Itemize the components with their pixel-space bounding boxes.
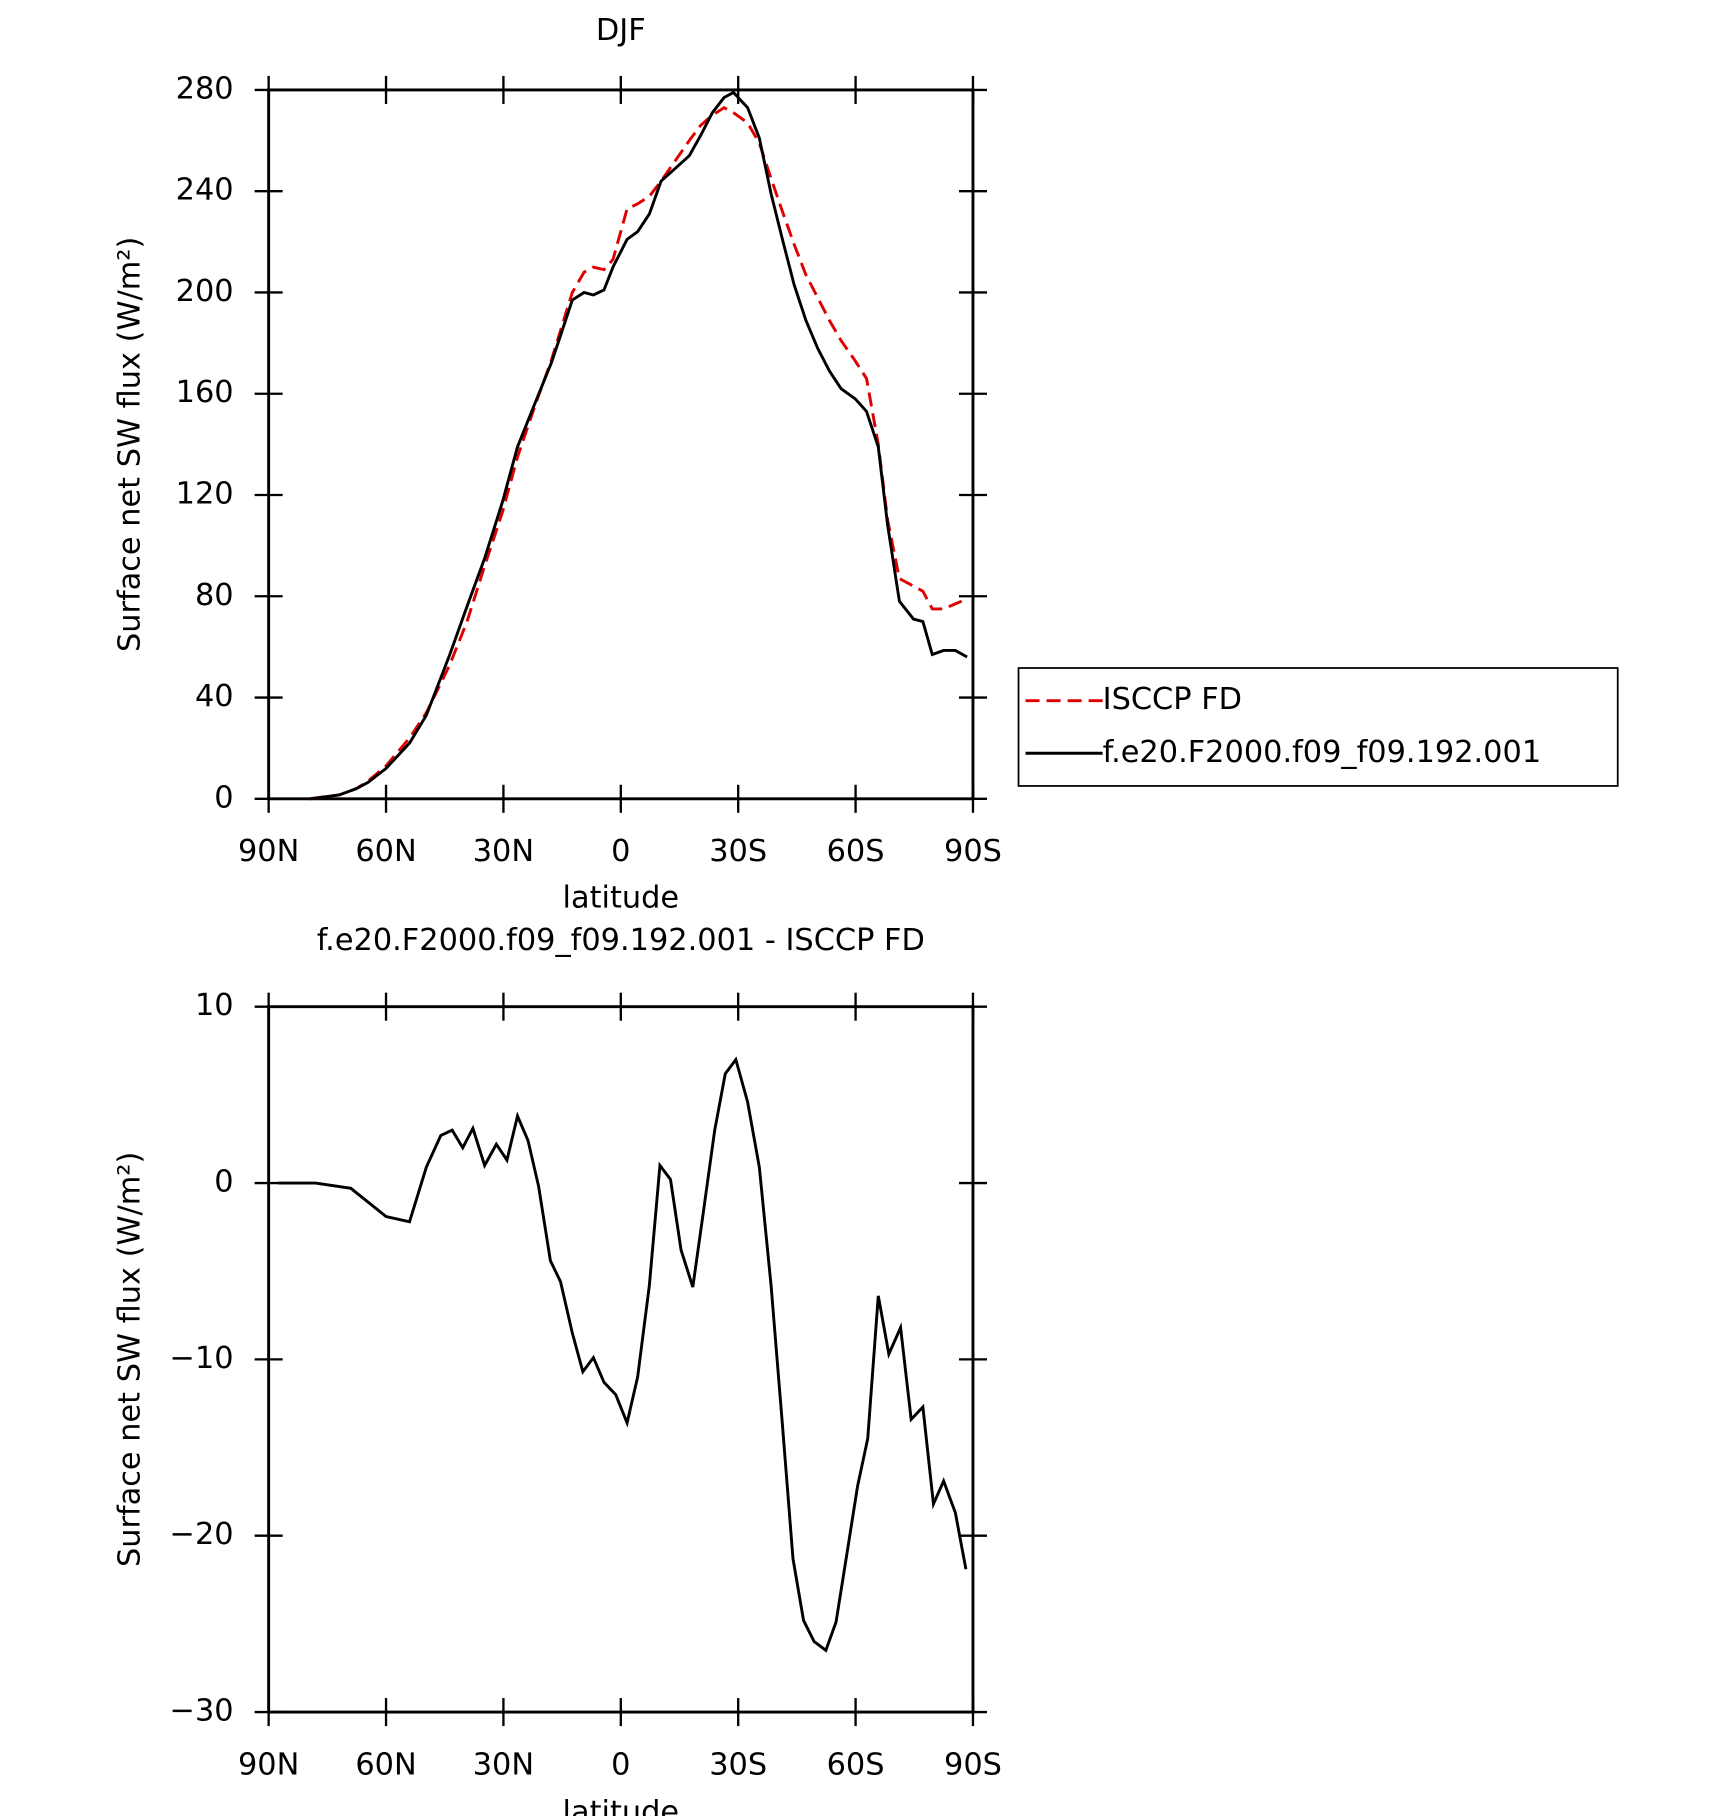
chart-title: DJF <box>596 13 646 48</box>
x-tick-label: 30S <box>709 1747 767 1782</box>
data-line <box>309 90 968 801</box>
x-tick-label: 90N <box>238 1747 299 1782</box>
x-tick-label: 0 <box>611 834 630 869</box>
plot-frame <box>267 88 975 801</box>
y-tick-label: 200 <box>176 274 234 309</box>
x-axis-label: latitude <box>563 881 679 916</box>
legend: ISCCP FD f.e20.F2000.f09_f09.192.001 <box>1017 667 1619 787</box>
y-tick-label: 120 <box>176 477 234 512</box>
x-tick-label: 30N <box>473 1747 534 1782</box>
y-tick-label: −20 <box>170 1517 234 1552</box>
x-tick-label: 90N <box>238 834 299 869</box>
y-tick-label: 80 <box>195 578 234 613</box>
y-tick-label: 160 <box>176 375 234 410</box>
y-tick-label: −10 <box>170 1341 234 1376</box>
y-tick-label: 280 <box>176 71 234 106</box>
x-tick-label: 60N <box>355 1747 416 1782</box>
x-tick-label: 60S <box>827 834 885 869</box>
chart-title: f.e20.F2000.f09_f09.192.001 - ISCCP FD <box>317 923 925 958</box>
data-line <box>309 105 968 801</box>
y-tick-label: 10 <box>195 988 234 1023</box>
x-tick-label: 30S <box>709 834 767 869</box>
y-axis-label: Surface net SW flux (W/m²) <box>112 1152 147 1567</box>
legend-box <box>1017 667 1619 787</box>
x-tick-label: 90S <box>944 834 1002 869</box>
y-tick-label: −30 <box>170 1694 234 1729</box>
plot-frame <box>267 1005 975 1714</box>
y-tick-label: 0 <box>214 1165 233 1200</box>
x-tick-label: 60S <box>827 1747 885 1782</box>
x-tick-label: 90S <box>944 1747 1002 1782</box>
x-axis-label: latitude <box>563 1795 679 1816</box>
y-axis-label: Surface net SW flux (W/m²) <box>112 237 147 652</box>
y-tick-label: 40 <box>195 679 234 714</box>
x-tick-label: 30N <box>473 834 534 869</box>
x-tick-label: 0 <box>611 1747 630 1782</box>
y-tick-label: 0 <box>214 780 233 815</box>
legend-label: f.e20.F2000.f09_f09.192.001 <box>1103 735 1542 770</box>
x-tick-label: 60N <box>355 834 416 869</box>
data-line <box>278 1056 968 1653</box>
legend-label: ISCCP FD <box>1103 682 1242 717</box>
y-tick-label: 240 <box>176 173 234 208</box>
